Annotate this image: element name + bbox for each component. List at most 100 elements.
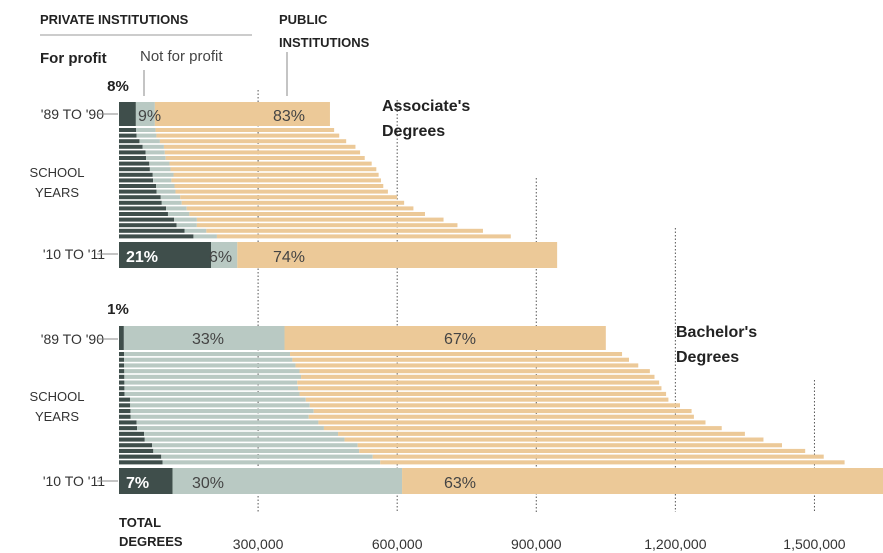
public-bar: [164, 150, 361, 155]
for-profit-header: For profit: [40, 50, 107, 67]
not-for-profit-bar: [155, 184, 175, 188]
associates-bars: [119, 102, 558, 268]
for-profit-bar: [119, 363, 125, 368]
x-tick-label: 300,000: [233, 536, 284, 552]
public-bar: [196, 217, 444, 222]
for-profit-bar: [119, 156, 147, 160]
associates-last-row-label: '10 TO '11: [43, 246, 105, 262]
for-profit-bar: [119, 212, 168, 216]
x-tick-label: 1,200,000: [644, 536, 706, 552]
not-for-profit-bar: [124, 352, 291, 357]
for-profit-bar: [119, 223, 177, 228]
for-profit-bar: [119, 380, 125, 385]
bachelors-years-label: YEARS: [35, 409, 79, 424]
not-for-profit-bar: [172, 468, 403, 494]
public-bar: [295, 363, 639, 368]
public-bar: [309, 403, 680, 408]
for-profit-bar: [119, 426, 138, 431]
not-for-profit-bar: [176, 223, 197, 228]
for-profit-bar: [119, 206, 167, 211]
not-for-profit-bar: [135, 102, 155, 126]
public-bar: [189, 212, 425, 216]
bachelors-school-label: SCHOOL: [30, 389, 85, 404]
public-bar: [313, 409, 692, 414]
not-for-profit-bar: [156, 189, 176, 194]
public-bar: [175, 189, 388, 194]
for-profit-bar: [119, 468, 173, 494]
for-profit-bar: [119, 133, 137, 138]
not-for-profit-bar: [129, 397, 306, 402]
associates-last-not-for-profit-label: 6%: [209, 249, 232, 266]
not-for-profit-bar: [130, 409, 314, 414]
for-profit-bar: [119, 242, 212, 268]
associates-title-line1: Associate's: [382, 98, 470, 115]
not-for-profit-bar: [161, 200, 182, 205]
associates-years-label: YEARS: [35, 185, 79, 200]
public-bar: [173, 172, 379, 177]
public-bar: [171, 178, 381, 183]
for-profit-bar: [119, 420, 137, 425]
public-bar: [216, 234, 511, 239]
public-bar: [359, 448, 806, 453]
bachelors-first-for-profit-label: 1%: [107, 301, 129, 318]
x-tick-label: 900,000: [511, 536, 562, 552]
not-for-profit-bar: [139, 139, 160, 144]
for-profit-bar: [119, 352, 125, 357]
not-for-profit-bar: [124, 374, 302, 379]
not-for-profit-bar: [142, 144, 164, 149]
not-for-profit-bar: [124, 369, 300, 374]
for-profit-bar: [119, 184, 156, 188]
public-bar: [357, 443, 782, 448]
not-for-profit-bar: [174, 217, 197, 222]
public-bar: [155, 128, 335, 132]
public-bar: [163, 144, 356, 149]
public-bar: [169, 161, 372, 166]
for-profit-bar: [119, 391, 125, 396]
public-bar: [170, 167, 377, 172]
for-profit-bar: [119, 161, 150, 166]
not-for-profit-bar: [184, 228, 207, 233]
not-for-profit-bar: [149, 161, 170, 166]
bachelors-first-public-label: 67%: [444, 331, 476, 348]
public-bar: [318, 420, 706, 425]
bachelors-last-not-for-profit-label: 30%: [192, 475, 224, 492]
public-institutions-header-line2: INSTITUTIONS: [279, 35, 370, 50]
x-tick-label: 1,500,000: [783, 536, 845, 552]
bachelors-title-line2: Degrees: [676, 349, 739, 366]
public-bar: [156, 133, 340, 138]
public-bar: [292, 357, 629, 362]
not-for-profit-bar: [137, 426, 324, 431]
for-profit-bar: [119, 460, 163, 465]
public-bar: [301, 374, 655, 379]
for-profit-bar: [119, 326, 124, 350]
public-institutions-header-line1: PUBLIC: [279, 12, 328, 27]
for-profit-bar: [119, 448, 154, 453]
not-for-profit-bar: [152, 443, 358, 448]
associates-first-not-for-profit-label: 9%: [138, 108, 161, 125]
bachelors-panel: 1% '89 TO '90 '10 TO '11 SCHOOL YEARS 33…: [30, 301, 883, 494]
public-bar: [159, 139, 347, 144]
not-for-profit-bar: [145, 150, 165, 155]
bachelors-first-not-for-profit-label: 33%: [192, 331, 224, 348]
public-bar: [299, 391, 667, 396]
for-profit-bar: [119, 409, 131, 414]
public-bar: [338, 431, 745, 436]
not-for-profit-bar: [130, 414, 309, 419]
public-bar: [298, 386, 662, 391]
not-for-profit-bar: [161, 454, 373, 459]
public-bar: [305, 397, 669, 402]
not-for-profit-bar: [167, 212, 190, 216]
not-for-profit-bar: [162, 460, 381, 465]
not-for-profit-bar: [153, 448, 360, 453]
not-for-profit-bar: [136, 133, 157, 138]
not-for-profit-bar: [124, 357, 293, 362]
for-profit-bar: [119, 454, 162, 459]
for-profit-bar: [119, 397, 130, 402]
public-bar: [299, 369, 650, 374]
public-bar: [290, 352, 623, 357]
not-for-profit-bar: [124, 386, 299, 391]
associates-title-line2: Degrees: [382, 123, 445, 140]
public-bar: [180, 195, 398, 200]
for-profit-bar: [119, 200, 162, 205]
